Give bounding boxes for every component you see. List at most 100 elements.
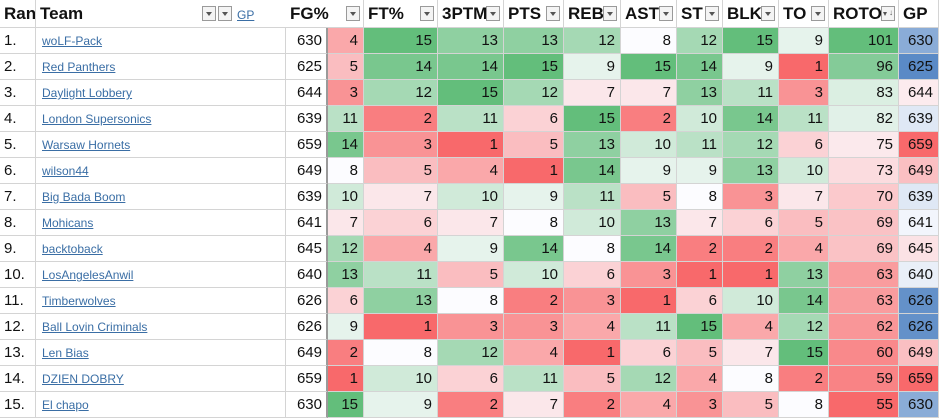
cell-ast: 2 bbox=[621, 106, 677, 132]
cell-fg: 15 bbox=[328, 392, 364, 418]
cell-gp: 659 bbox=[286, 366, 328, 392]
team-link[interactable]: Len Bias bbox=[36, 340, 286, 366]
header-fg-label: FG% bbox=[290, 4, 329, 23]
cell-pts: 8 bbox=[504, 210, 564, 236]
dropdown-filter-icon[interactable] bbox=[546, 6, 560, 21]
cell-blk: 2 bbox=[723, 236, 779, 262]
cell-reb: 8 bbox=[564, 236, 621, 262]
header-to-label: TO bbox=[783, 4, 807, 23]
cell-tpm: 5 bbox=[438, 262, 504, 288]
team-link[interactable]: Mohicans bbox=[36, 210, 286, 236]
cell-gp: 649 bbox=[286, 340, 328, 366]
cell-blk: 1 bbox=[723, 262, 779, 288]
cell-roto: 69 bbox=[829, 210, 899, 236]
header-pts[interactable]: PTS bbox=[504, 0, 564, 28]
team-link[interactable]: LosAngelesAnwil bbox=[36, 262, 286, 288]
cell-to: 7 bbox=[779, 184, 829, 210]
header-fg[interactable]: FG% bbox=[286, 0, 364, 28]
header-roto-label: ROTO bbox=[833, 4, 882, 23]
dropdown-filter-icon[interactable] bbox=[603, 6, 617, 21]
cell-fg: 11 bbox=[328, 106, 364, 132]
cell-roto: 83 bbox=[829, 80, 899, 106]
cell-to: 10 bbox=[779, 158, 829, 184]
cell-ast: 14 bbox=[621, 236, 677, 262]
cell-gp: 630 bbox=[286, 392, 328, 418]
header-gp[interactable]: GP bbox=[218, 0, 286, 28]
team-link[interactable]: El chapo bbox=[36, 392, 286, 418]
header-tpm[interactable]: 3PTM bbox=[438, 0, 504, 28]
header-ast[interactable]: AST bbox=[621, 0, 677, 28]
header-st[interactable]: ST bbox=[677, 0, 723, 28]
cell-gp2: 630 bbox=[899, 392, 939, 418]
cell-blk: 13 bbox=[723, 158, 779, 184]
team-link[interactable]: London Supersonics bbox=[36, 106, 286, 132]
dropdown-filter-icon[interactable] bbox=[420, 6, 434, 21]
team-link[interactable]: Red Panthers bbox=[36, 54, 286, 80]
cell-ft: 11 bbox=[364, 262, 438, 288]
cell-gp2: 626 bbox=[899, 314, 939, 340]
dropdown-filter-icon[interactable] bbox=[202, 6, 216, 21]
team-link[interactable]: Daylight Lobbery bbox=[36, 80, 286, 106]
cell-to: 6 bbox=[779, 132, 829, 158]
cell-rank: 11. bbox=[0, 288, 36, 314]
header-to[interactable]: TO bbox=[779, 0, 829, 28]
cell-rank: 6. bbox=[0, 158, 36, 184]
cell-to: 5 bbox=[779, 210, 829, 236]
team-link[interactable]: Big Bada Boom bbox=[36, 184, 286, 210]
cell-pts: 15 bbox=[504, 54, 564, 80]
cell-st: 1 bbox=[677, 262, 723, 288]
team-link[interactable]: woLF-Pack bbox=[36, 28, 286, 54]
team-link[interactable]: wilson44 bbox=[36, 158, 286, 184]
cell-gp: 630 bbox=[286, 28, 328, 54]
dropdown-filter-icon[interactable] bbox=[486, 6, 500, 21]
cell-reb: 10 bbox=[564, 210, 621, 236]
team-link[interactable]: Timberwolves bbox=[36, 288, 286, 314]
dropdown-filter-icon[interactable] bbox=[761, 6, 775, 21]
cell-rank: 10. bbox=[0, 262, 36, 288]
cell-to: 4 bbox=[779, 236, 829, 262]
cell-reb: 4 bbox=[564, 314, 621, 340]
cell-blk: 10 bbox=[723, 288, 779, 314]
cell-roto: 73 bbox=[829, 158, 899, 184]
cell-roto: 62 bbox=[829, 314, 899, 340]
cell-blk: 11 bbox=[723, 80, 779, 106]
team-link[interactable]: Ball Lovin Criminals bbox=[36, 314, 286, 340]
cell-fg: 4 bbox=[328, 28, 364, 54]
cell-blk: 8 bbox=[723, 366, 779, 392]
cell-roto: 82 bbox=[829, 106, 899, 132]
cell-blk: 4 bbox=[723, 314, 779, 340]
dropdown-filter-icon[interactable] bbox=[659, 6, 673, 21]
cell-to: 2 bbox=[779, 366, 829, 392]
team-link[interactable]: DZIEN DOBRY bbox=[36, 366, 286, 392]
header-ft[interactable]: FT% bbox=[364, 0, 438, 28]
cell-pts: 7 bbox=[504, 392, 564, 418]
sort-descending-icon[interactable]: ↓ bbox=[881, 6, 895, 21]
header-team[interactable]: Team bbox=[36, 0, 218, 28]
cell-reb: 3 bbox=[564, 288, 621, 314]
dropdown-filter-icon[interactable] bbox=[811, 6, 825, 21]
cell-ft: 14 bbox=[364, 54, 438, 80]
cell-st: 14 bbox=[677, 54, 723, 80]
cell-tpm: 6 bbox=[438, 366, 504, 392]
dropdown-filter-icon[interactable] bbox=[218, 6, 232, 21]
cell-gp: 641 bbox=[286, 210, 328, 236]
header-blk[interactable]: BLK bbox=[723, 0, 779, 28]
team-link[interactable]: Warsaw Hornets bbox=[36, 132, 286, 158]
cell-gp: 625 bbox=[286, 54, 328, 80]
team-link[interactable]: backtoback bbox=[36, 236, 286, 262]
cell-roto: 63 bbox=[829, 288, 899, 314]
cell-st: 5 bbox=[677, 340, 723, 366]
cell-ft: 13 bbox=[364, 288, 438, 314]
cell-gp2: 639 bbox=[899, 106, 939, 132]
cell-rank: 12. bbox=[0, 314, 36, 340]
cell-ast: 13 bbox=[621, 210, 677, 236]
header-team-label: Team bbox=[40, 4, 84, 23]
header-reb[interactable]: REB bbox=[564, 0, 621, 28]
dropdown-filter-icon[interactable] bbox=[346, 6, 360, 21]
header-gp2-label: GP bbox=[903, 4, 928, 23]
cell-tpm: 14 bbox=[438, 54, 504, 80]
cell-fg: 3 bbox=[328, 80, 364, 106]
dropdown-filter-icon[interactable] bbox=[705, 6, 719, 21]
header-tpm-label: 3PTM bbox=[442, 4, 488, 23]
header-roto[interactable]: ROTO ↓ bbox=[829, 0, 899, 28]
